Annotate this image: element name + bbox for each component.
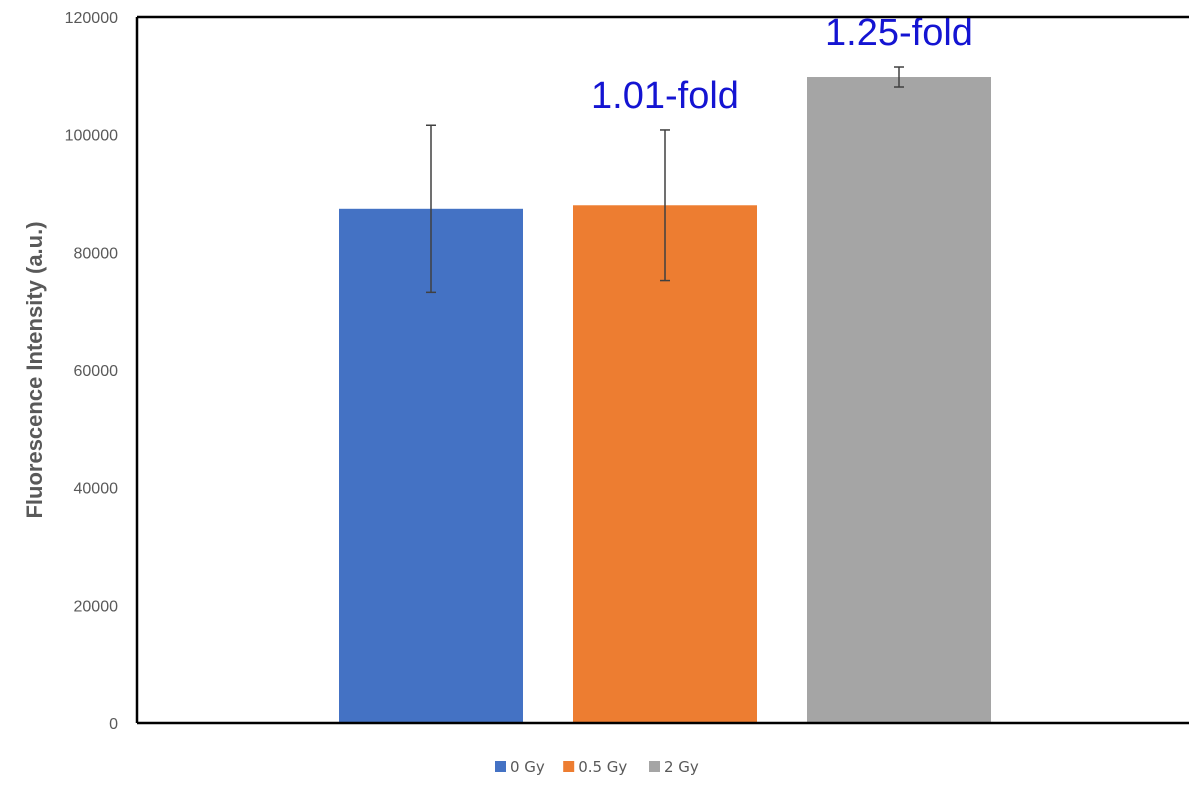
y-axis-ticks: 0 20000 40000 60000 80000 100000 120000 (65, 10, 118, 733)
y-tick-label: 80000 (74, 245, 119, 262)
legend-swatch (563, 761, 575, 772)
legend: 0 Gy 0.5 Gy 2 Gy (495, 758, 699, 776)
error-bar (894, 66, 904, 88)
legend-label: 2 Gy (664, 758, 699, 776)
error-bars (426, 66, 904, 294)
y-tick-label: 60000 (74, 363, 119, 380)
fold-change-label: 1.25-fold (825, 12, 973, 54)
y-tick-label: 40000 (74, 481, 119, 498)
y-axis-label: Fluorescence Intensity (a.u.) (22, 221, 47, 518)
bar-2-Gy (807, 77, 991, 723)
fold-annotations: 1.01-fold 1.25-fold (591, 12, 973, 117)
y-tick-label: 0 (109, 716, 118, 733)
legend-swatch (495, 761, 506, 772)
legend-swatch (649, 761, 660, 772)
legend-label: 0 Gy (510, 758, 545, 776)
y-tick-label: 120000 (65, 10, 118, 27)
y-tick-label: 100000 (65, 128, 118, 145)
error-bar (426, 124, 436, 294)
fold-change-label: 1.01-fold (591, 75, 739, 117)
y-tick-label: 20000 (74, 598, 119, 615)
bar-0-Gy (339, 208, 523, 724)
bars (339, 77, 991, 724)
bar-0_5-Gy (573, 205, 757, 723)
error-bar (660, 129, 670, 282)
legend-label: 0.5 Gy (578, 758, 627, 776)
